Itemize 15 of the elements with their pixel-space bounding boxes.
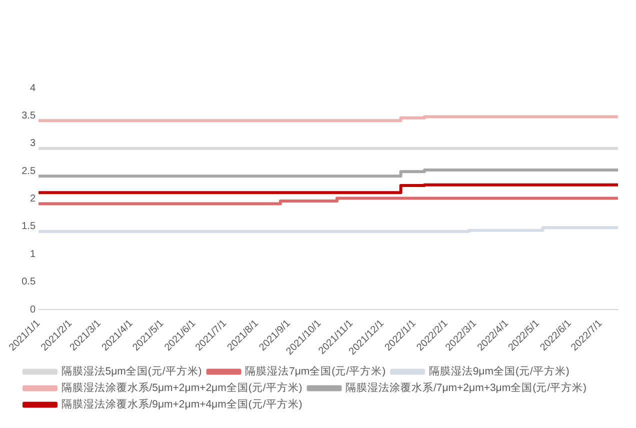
legend-label: 隔膜湿法涂覆水系/7μm+2μm+3μm全国(元/平方米) — [346, 381, 586, 394]
legend-label: 隔膜湿法5μm全国(元/平方米) — [61, 364, 202, 378]
y-tick-label: 1 — [30, 248, 36, 260]
y-tick-label: 4 — [30, 82, 36, 94]
y-tick-label: 2.5 — [22, 166, 36, 177]
y-tick-label: 3 — [30, 138, 36, 150]
legend-label: 隔膜湿法7μm全国(元/平方米) — [245, 364, 386, 378]
y-tick-label: 0 — [30, 304, 36, 316]
y-tick-label: 0.5 — [22, 276, 36, 288]
y-tick-label: 3.5 — [22, 110, 36, 122]
y-tick-label: 2 — [30, 194, 36, 205]
legend-label: 隔膜湿法9μm全国(元/平方米) — [428, 364, 570, 378]
legend-label: 隔膜湿法涂覆水系/9μm+2μm+4μm全国(元/平方米) — [61, 398, 302, 411]
legend-label: 隔膜湿法涂覆水系/5μm+2μm+2μm全国(元/平方米) — [61, 381, 302, 394]
y-tick-label: 1.5 — [22, 221, 36, 232]
